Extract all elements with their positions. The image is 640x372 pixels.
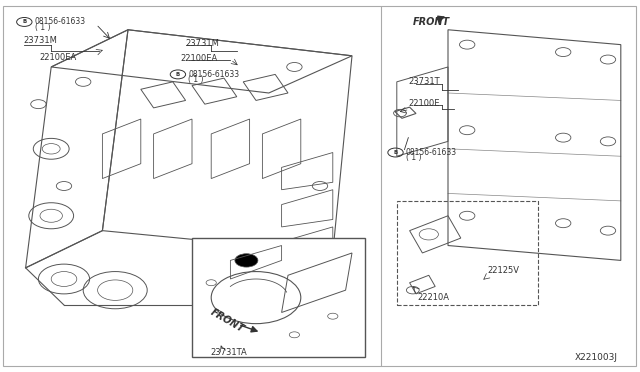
- Text: ( 1 ): ( 1 ): [35, 23, 50, 32]
- Text: 23731TA: 23731TA: [210, 348, 246, 357]
- Text: 23731T: 23731T: [408, 77, 440, 86]
- Bar: [192, 238, 365, 357]
- Text: 22100E: 22100E: [408, 99, 440, 108]
- Text: 08156-61633: 08156-61633: [406, 148, 457, 157]
- Text: 22100EA: 22100EA: [40, 53, 77, 62]
- Text: B: B: [22, 19, 26, 25]
- Bar: [397, 201, 538, 305]
- Text: X221003J: X221003J: [575, 353, 618, 362]
- Text: ( 1 ): ( 1 ): [406, 153, 421, 162]
- Text: 22125V: 22125V: [488, 266, 520, 275]
- Text: 23731M: 23731M: [186, 39, 220, 48]
- Text: 08156-61633: 08156-61633: [35, 17, 86, 26]
- Text: B: B: [176, 72, 180, 77]
- Text: 22210A: 22210A: [417, 293, 449, 302]
- Text: 08156-61633: 08156-61633: [188, 70, 239, 79]
- Text: 22100EA: 22100EA: [180, 54, 218, 62]
- Text: FRONT: FRONT: [413, 17, 450, 27]
- Text: ( 1 ): ( 1 ): [188, 75, 204, 84]
- Text: FRONT: FRONT: [209, 307, 246, 334]
- Text: B: B: [394, 150, 397, 155]
- Text: 23731M: 23731M: [23, 36, 57, 45]
- Circle shape: [235, 254, 258, 267]
